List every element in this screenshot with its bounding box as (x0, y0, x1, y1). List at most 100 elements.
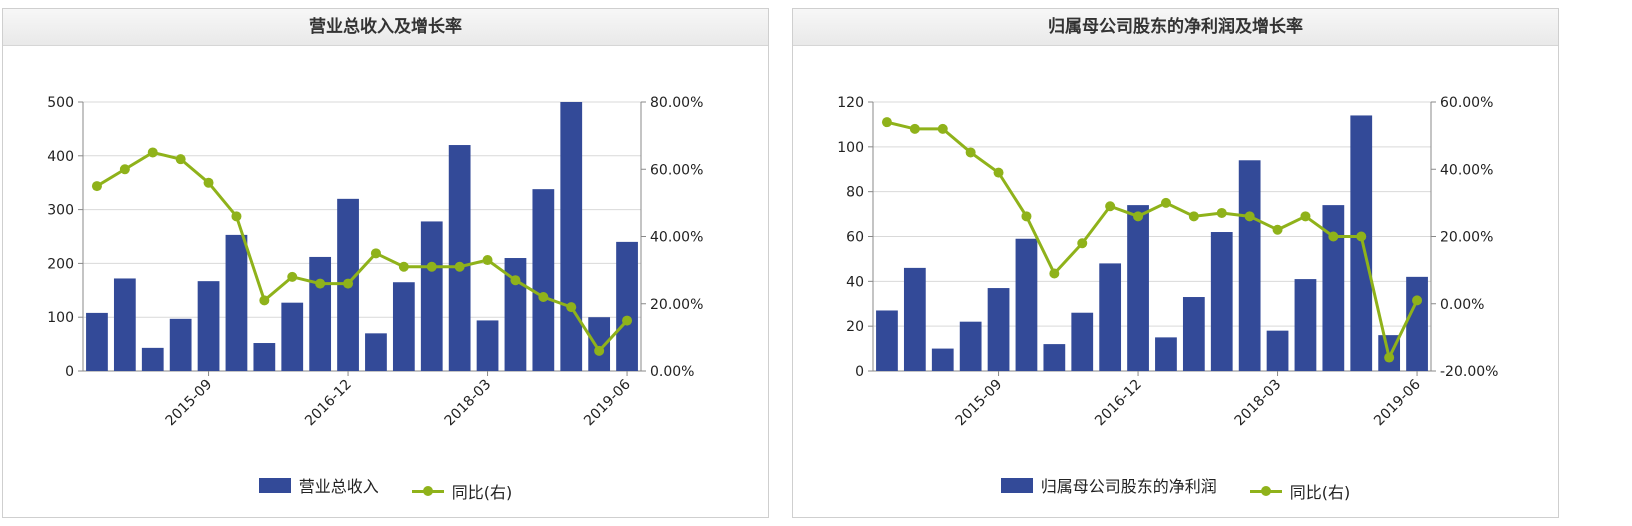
legend-item-yoy[interactable]: 同比(右) (1249, 479, 1350, 503)
y-right-tick-label: 40.00% (1440, 162, 1493, 178)
bar[interactable] (86, 312, 108, 371)
bar[interactable] (169, 318, 192, 371)
net-profit-chart-title: 归属母公司股东的净利润及增长率 (793, 9, 1558, 46)
y-right-tick-label: 0.00% (650, 364, 694, 380)
bar[interactable] (281, 302, 304, 371)
bar[interactable] (1099, 263, 1122, 371)
bar[interactable] (1015, 238, 1038, 371)
yoy-point[interactable] (259, 295, 270, 306)
yoy-point[interactable] (622, 315, 633, 326)
y-right-tick-label: 80.00% (650, 95, 703, 111)
yoy-point[interactable] (1133, 211, 1144, 222)
bar[interactable] (1294, 279, 1317, 371)
bar[interactable] (616, 241, 638, 371)
bar[interactable] (1266, 330, 1289, 371)
y-right-tick-label: 40.00% (650, 230, 703, 246)
bar[interactable] (959, 321, 982, 371)
yoy-point[interactable] (119, 164, 130, 175)
yoy-point[interactable] (1244, 211, 1255, 222)
yoy-point[interactable] (287, 271, 298, 282)
bar[interactable] (931, 348, 954, 371)
yoy-point[interactable] (993, 167, 1004, 178)
yoy-point[interactable] (937, 123, 948, 134)
bar[interactable] (1043, 344, 1066, 371)
yoy-point[interactable] (315, 278, 326, 289)
yoy-point[interactable] (1188, 211, 1199, 222)
bar[interactable] (504, 258, 527, 371)
bar[interactable] (476, 320, 499, 371)
yoy-point[interactable] (482, 255, 493, 266)
bar[interactable] (560, 102, 583, 371)
bar[interactable] (225, 234, 248, 371)
yoy-point[interactable] (175, 154, 186, 165)
bar[interactable] (987, 288, 1010, 371)
yoy-point[interactable] (1412, 295, 1423, 306)
bar[interactable] (392, 282, 415, 371)
yoy-point[interactable] (91, 181, 102, 192)
yoy-point[interactable] (538, 292, 549, 303)
legend-item-revenue[interactable]: 营业总收入 (258, 473, 379, 497)
bar[interactable] (309, 256, 332, 371)
yoy-point[interactable] (1021, 211, 1032, 222)
yoy-point[interactable] (147, 147, 158, 158)
yoy-point[interactable] (370, 248, 381, 259)
bar[interactable] (1238, 160, 1261, 371)
yoy-point[interactable] (426, 261, 437, 272)
y-left-tick-label: 100 (47, 310, 74, 326)
bar[interactable] (1071, 312, 1094, 371)
yoy-point[interactable] (1160, 197, 1171, 208)
bar[interactable] (113, 278, 136, 371)
yoy-point[interactable] (909, 123, 920, 134)
yoy-point[interactable] (1105, 201, 1116, 212)
yoy-point[interactable] (881, 117, 892, 128)
legend-item-yoy[interactable]: 同比(右) (411, 479, 513, 503)
y-left-tick-label: 200 (47, 256, 74, 272)
bar[interactable] (1322, 205, 1345, 371)
yoy-point[interactable] (398, 261, 409, 272)
bar[interactable] (365, 333, 387, 371)
legend-label-yoy: 同比(右) (451, 483, 513, 502)
yoy-point[interactable] (566, 302, 577, 313)
bar[interactable] (253, 343, 276, 371)
yoy-point[interactable] (1328, 231, 1339, 242)
bar[interactable] (588, 317, 611, 371)
bar[interactable] (1406, 276, 1428, 371)
bar[interactable] (1350, 115, 1373, 371)
yoy-point[interactable] (965, 147, 976, 158)
net-profit-legend: 归属母公司股东的净利润 同比(右) (793, 473, 1558, 503)
bar[interactable] (532, 189, 555, 371)
bar[interactable] (448, 145, 471, 371)
y-right-tick-label: 60.00% (650, 162, 703, 178)
yoy-point[interactable] (343, 278, 354, 289)
bar[interactable] (876, 310, 898, 371)
yoy-point[interactable] (1356, 231, 1367, 242)
bar[interactable] (1182, 297, 1205, 371)
y-right-tick-label: 0.00% (1440, 297, 1484, 313)
yoy-point[interactable] (1077, 238, 1088, 249)
bar[interactable] (1155, 337, 1177, 371)
bar[interactable] (1210, 232, 1233, 371)
bar[interactable] (1127, 205, 1149, 371)
bar[interactable] (197, 281, 220, 371)
yoy-point[interactable] (203, 177, 214, 188)
legend-item-net-profit[interactable]: 归属母公司股东的净利润 (1000, 473, 1217, 497)
line-swatch-icon (411, 485, 444, 496)
yoy-point[interactable] (1049, 268, 1060, 279)
x-tick-label: 2016-12 (1092, 377, 1145, 430)
yoy-point[interactable] (510, 275, 521, 286)
yoy-point[interactable] (594, 345, 605, 356)
y-right-tick-label: 20.00% (650, 297, 703, 313)
bar[interactable] (903, 267, 926, 371)
y-left-tick-label: 80 (846, 185, 864, 201)
bar-swatch-icon (258, 477, 291, 493)
yoy-point[interactable] (231, 211, 242, 222)
bar[interactable] (141, 347, 164, 371)
yoy-point[interactable] (1216, 207, 1227, 218)
yoy-point[interactable] (454, 261, 465, 272)
x-tick-label: 2016-12 (302, 377, 355, 430)
yoy-point[interactable] (1384, 352, 1395, 363)
yoy-point[interactable] (1272, 224, 1283, 235)
net-profit-chart: 0 20 40 60 80 100 120 -20.00% 0.00% 20.00% 40.00% 6… (837, 95, 1498, 430)
bar[interactable] (420, 221, 443, 371)
yoy-point[interactable] (1300, 211, 1311, 222)
